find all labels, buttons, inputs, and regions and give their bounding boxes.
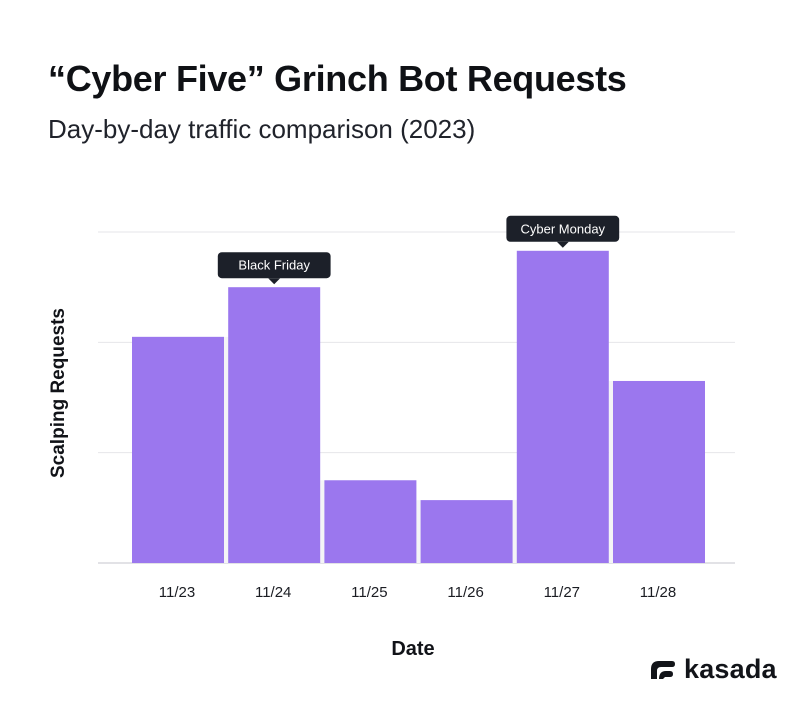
bar-11-26 (420, 500, 513, 563)
chart-subtitle: Day-by-day traffic comparison (2023) (48, 114, 476, 144)
step-connector (416, 500, 422, 563)
callout: Black Friday (217, 252, 331, 285)
bars (132, 250, 705, 563)
callout-box (217, 252, 331, 279)
x-tick-label: 11/24 (255, 584, 291, 601)
brand-name: kasada (684, 654, 777, 684)
x-tick-label: 11/28 (640, 584, 676, 601)
x-tick-label: 11/25 (351, 584, 387, 601)
callouts: Black Friday Cyber Monday (217, 215, 620, 285)
y-axis-label: Scalping Requests (48, 308, 69, 478)
callout-label: Cyber Monday (521, 221, 606, 236)
callout-label: Black Friday (238, 258, 310, 273)
callout-box (506, 215, 620, 242)
step-connector (224, 336, 230, 563)
callout: Cyber Monday (506, 215, 620, 248)
x-tick-label: 11/23 (159, 584, 195, 601)
kasada-logo-icon (651, 660, 675, 679)
step-connector (608, 380, 614, 563)
x-axis-label: Date (391, 638, 435, 660)
brand-logo: kasada (648, 654, 777, 685)
bar-11-25 (324, 480, 417, 563)
callout-pointer (556, 241, 569, 248)
chart-title: “Cyber Five” Grinch Bot Requests (48, 58, 627, 99)
callout-pointer (268, 278, 281, 285)
step-connector (320, 480, 326, 563)
x-tick-label: 11/26 (447, 584, 483, 601)
step-connector (512, 500, 518, 563)
bar-11-23 (132, 336, 224, 563)
bar-11-24 (228, 287, 321, 563)
x-tick-label: 11/27 (544, 584, 580, 601)
x-tick-labels: 11/23 11/24 11/25 11/26 11/27 11/28 (159, 584, 676, 601)
bar-11-27 (516, 250, 609, 563)
bar-11-28 (613, 380, 705, 563)
step-connectors (224, 336, 614, 563)
